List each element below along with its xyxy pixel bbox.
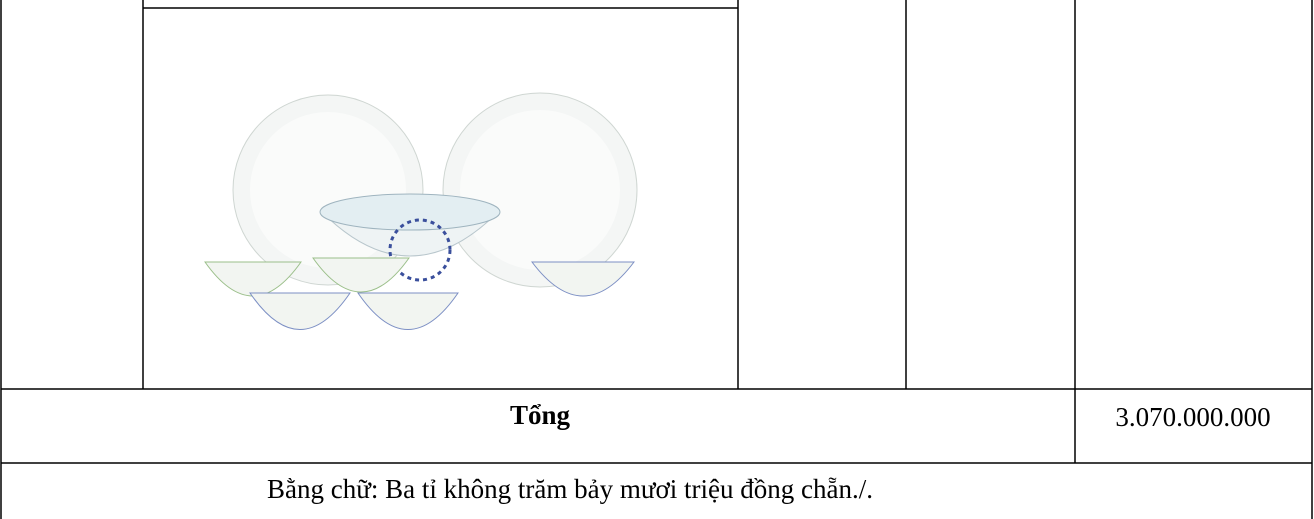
bowl: [249, 292, 351, 330]
bowl: [530, 261, 636, 297]
bowl: [312, 257, 410, 293]
bowl: [357, 292, 459, 330]
leaf-pattern: [388, 218, 452, 282]
plate-center: [460, 110, 620, 270]
bowl: [204, 261, 302, 297]
product-image: [204, 92, 638, 330]
amount-in-words: Bằng chữ: Ba tỉ không trăm bảy mươi triệ…: [267, 474, 873, 504]
total-label: Tổng: [510, 400, 571, 430]
tureen-lid: [319, 193, 501, 231]
total-value: 3.070.000.000: [1115, 402, 1270, 432]
